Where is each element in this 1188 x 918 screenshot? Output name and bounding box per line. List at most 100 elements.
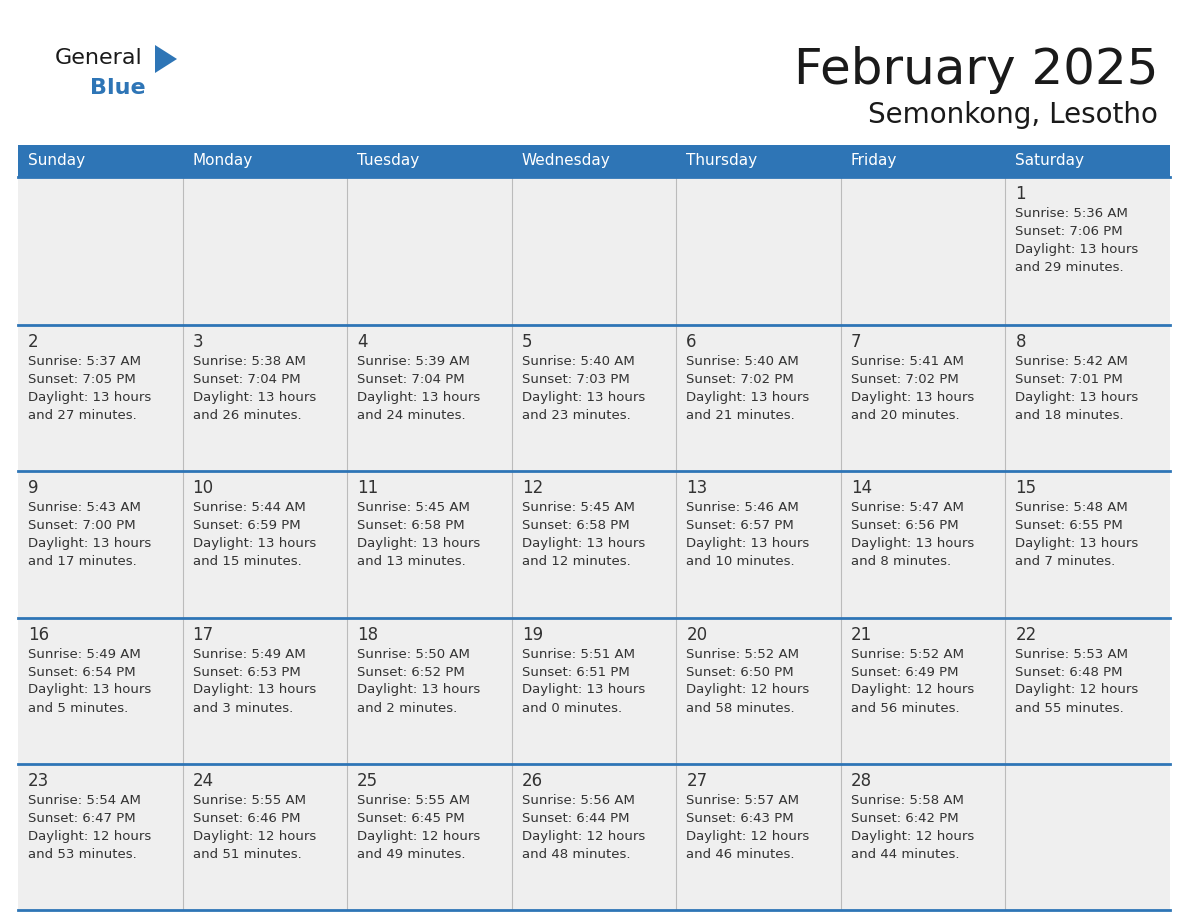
FancyBboxPatch shape — [18, 177, 183, 325]
FancyBboxPatch shape — [183, 618, 347, 764]
Text: Sunrise: 5:40 AM: Sunrise: 5:40 AM — [687, 355, 800, 368]
Text: and 21 minutes.: and 21 minutes. — [687, 409, 795, 422]
Text: and 49 minutes.: and 49 minutes. — [358, 847, 466, 861]
Text: Daylight: 13 hours: Daylight: 13 hours — [29, 391, 151, 404]
Text: 19: 19 — [522, 625, 543, 644]
Text: Sunset: 6:59 PM: Sunset: 6:59 PM — [192, 520, 301, 532]
Text: Sunrise: 5:56 AM: Sunrise: 5:56 AM — [522, 794, 634, 807]
Text: and 15 minutes.: and 15 minutes. — [192, 555, 302, 568]
FancyBboxPatch shape — [676, 325, 841, 471]
Text: Sunrise: 5:52 AM: Sunrise: 5:52 AM — [851, 647, 963, 660]
Text: Daylight: 12 hours: Daylight: 12 hours — [851, 830, 974, 843]
Text: Sunrise: 5:42 AM: Sunrise: 5:42 AM — [1016, 355, 1129, 368]
Text: Sunset: 7:04 PM: Sunset: 7:04 PM — [192, 373, 301, 386]
Text: Daylight: 12 hours: Daylight: 12 hours — [192, 830, 316, 843]
FancyBboxPatch shape — [18, 618, 183, 764]
Text: Sunset: 6:51 PM: Sunset: 6:51 PM — [522, 666, 630, 678]
Text: Sunday: Sunday — [29, 153, 86, 169]
Text: Thursday: Thursday — [687, 153, 758, 169]
FancyBboxPatch shape — [676, 177, 841, 325]
Text: Sunset: 7:00 PM: Sunset: 7:00 PM — [29, 520, 135, 532]
Text: Daylight: 13 hours: Daylight: 13 hours — [522, 391, 645, 404]
Text: Daylight: 12 hours: Daylight: 12 hours — [1016, 684, 1138, 697]
Text: 9: 9 — [29, 479, 38, 498]
Text: and 56 minutes.: and 56 minutes. — [851, 701, 960, 714]
Text: Sunrise: 5:54 AM: Sunrise: 5:54 AM — [29, 794, 141, 807]
FancyBboxPatch shape — [1005, 177, 1170, 325]
Text: Sunset: 6:43 PM: Sunset: 6:43 PM — [687, 812, 794, 824]
Text: and 8 minutes.: and 8 minutes. — [851, 555, 950, 568]
FancyBboxPatch shape — [347, 325, 512, 471]
FancyBboxPatch shape — [676, 471, 841, 618]
Text: 5: 5 — [522, 333, 532, 351]
Text: Sunrise: 5:45 AM: Sunrise: 5:45 AM — [522, 501, 634, 514]
Text: and 3 minutes.: and 3 minutes. — [192, 701, 292, 714]
Text: Friday: Friday — [851, 153, 897, 169]
Text: 20: 20 — [687, 625, 707, 644]
FancyBboxPatch shape — [676, 618, 841, 764]
FancyBboxPatch shape — [183, 471, 347, 618]
Text: Daylight: 13 hours: Daylight: 13 hours — [1016, 537, 1138, 550]
Text: Daylight: 13 hours: Daylight: 13 hours — [1016, 243, 1138, 256]
Text: Sunset: 6:42 PM: Sunset: 6:42 PM — [851, 812, 959, 824]
FancyBboxPatch shape — [512, 325, 676, 471]
Text: 3: 3 — [192, 333, 203, 351]
Text: 28: 28 — [851, 772, 872, 789]
Text: February 2025: February 2025 — [794, 46, 1158, 94]
Text: 11: 11 — [358, 479, 379, 498]
Text: and 51 minutes.: and 51 minutes. — [192, 847, 302, 861]
FancyBboxPatch shape — [512, 471, 676, 618]
Text: and 12 minutes.: and 12 minutes. — [522, 555, 631, 568]
Text: Sunset: 7:05 PM: Sunset: 7:05 PM — [29, 373, 135, 386]
FancyBboxPatch shape — [18, 325, 183, 471]
Text: Daylight: 12 hours: Daylight: 12 hours — [851, 684, 974, 697]
Text: and 44 minutes.: and 44 minutes. — [851, 847, 960, 861]
Text: Sunrise: 5:55 AM: Sunrise: 5:55 AM — [192, 794, 305, 807]
Text: 26: 26 — [522, 772, 543, 789]
Text: and 26 minutes.: and 26 minutes. — [192, 409, 302, 422]
Text: 17: 17 — [192, 625, 214, 644]
Text: 23: 23 — [29, 772, 49, 789]
Text: 21: 21 — [851, 625, 872, 644]
FancyBboxPatch shape — [841, 764, 1005, 910]
FancyBboxPatch shape — [347, 618, 512, 764]
Text: Sunrise: 5:49 AM: Sunrise: 5:49 AM — [29, 647, 140, 660]
FancyBboxPatch shape — [841, 325, 1005, 471]
Text: Daylight: 13 hours: Daylight: 13 hours — [522, 684, 645, 697]
Text: Sunset: 6:53 PM: Sunset: 6:53 PM — [192, 666, 301, 678]
Text: Sunrise: 5:40 AM: Sunrise: 5:40 AM — [522, 355, 634, 368]
Text: Sunset: 6:45 PM: Sunset: 6:45 PM — [358, 812, 465, 824]
Text: Sunrise: 5:45 AM: Sunrise: 5:45 AM — [358, 501, 470, 514]
Text: and 10 minutes.: and 10 minutes. — [687, 555, 795, 568]
Text: Saturday: Saturday — [1016, 153, 1085, 169]
Text: Sunrise: 5:55 AM: Sunrise: 5:55 AM — [358, 794, 470, 807]
Text: Sunset: 7:01 PM: Sunset: 7:01 PM — [1016, 373, 1123, 386]
Text: 8: 8 — [1016, 333, 1026, 351]
Text: Daylight: 13 hours: Daylight: 13 hours — [29, 684, 151, 697]
Text: 4: 4 — [358, 333, 367, 351]
Text: 24: 24 — [192, 772, 214, 789]
Text: Sunrise: 5:51 AM: Sunrise: 5:51 AM — [522, 647, 634, 660]
Text: and 53 minutes.: and 53 minutes. — [29, 847, 137, 861]
Text: and 27 minutes.: and 27 minutes. — [29, 409, 137, 422]
Text: Sunset: 6:58 PM: Sunset: 6:58 PM — [358, 520, 465, 532]
Polygon shape — [154, 45, 177, 73]
FancyBboxPatch shape — [183, 177, 347, 325]
Text: 10: 10 — [192, 479, 214, 498]
FancyBboxPatch shape — [512, 618, 676, 764]
Text: Sunset: 6:44 PM: Sunset: 6:44 PM — [522, 812, 630, 824]
Text: Daylight: 13 hours: Daylight: 13 hours — [29, 537, 151, 550]
Text: Tuesday: Tuesday — [358, 153, 419, 169]
Text: Sunrise: 5:41 AM: Sunrise: 5:41 AM — [851, 355, 963, 368]
Text: Sunset: 7:04 PM: Sunset: 7:04 PM — [358, 373, 465, 386]
Text: Sunrise: 5:58 AM: Sunrise: 5:58 AM — [851, 794, 963, 807]
Text: Daylight: 12 hours: Daylight: 12 hours — [687, 684, 809, 697]
Text: Sunrise: 5:48 AM: Sunrise: 5:48 AM — [1016, 501, 1129, 514]
FancyBboxPatch shape — [841, 177, 1005, 325]
Text: and 29 minutes.: and 29 minutes. — [1016, 261, 1124, 274]
Text: Daylight: 13 hours: Daylight: 13 hours — [358, 391, 480, 404]
Text: Daylight: 13 hours: Daylight: 13 hours — [358, 537, 480, 550]
Text: Daylight: 13 hours: Daylight: 13 hours — [851, 391, 974, 404]
FancyBboxPatch shape — [841, 471, 1005, 618]
Text: Daylight: 13 hours: Daylight: 13 hours — [192, 684, 316, 697]
